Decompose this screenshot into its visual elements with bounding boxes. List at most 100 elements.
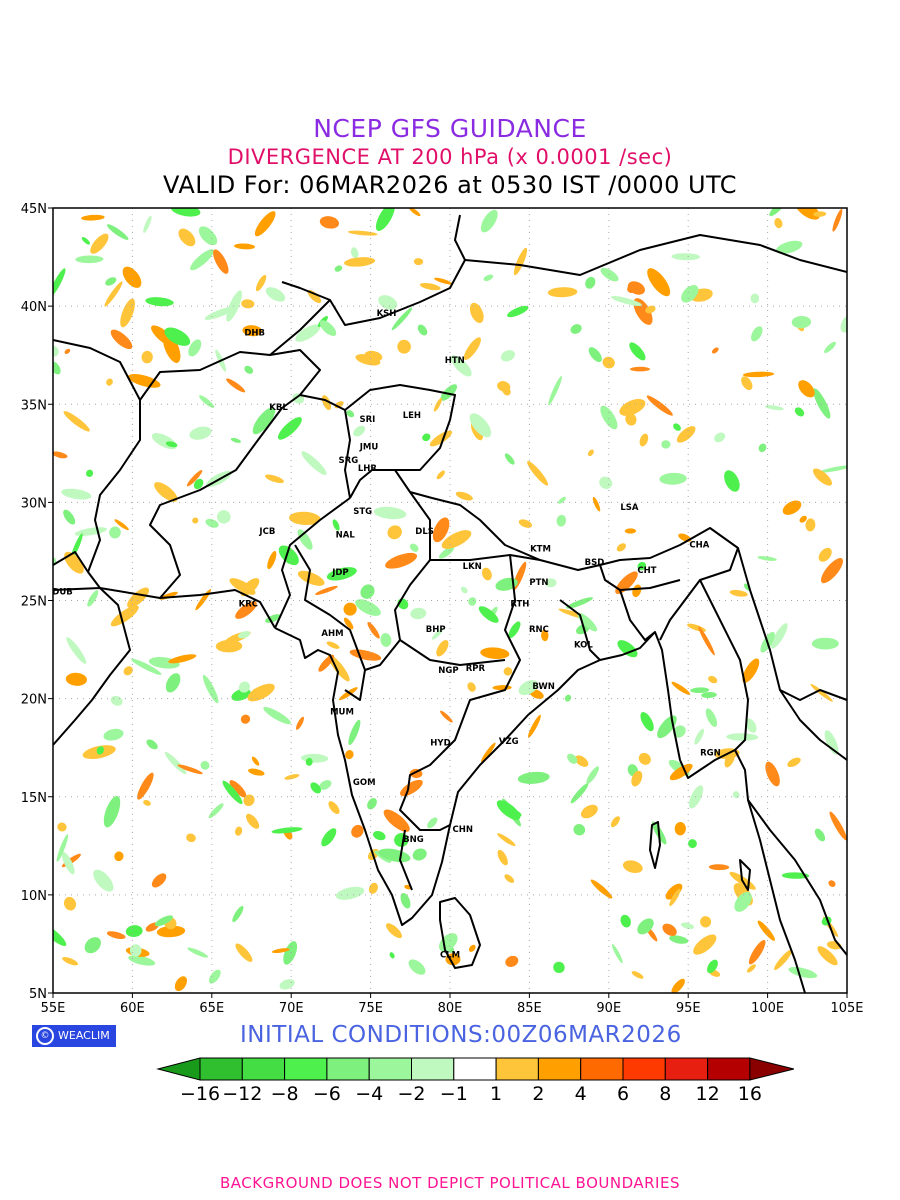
station-mum: MUM — [330, 707, 354, 717]
convergence-patch — [145, 297, 174, 307]
lat-tick-label: 30N — [21, 496, 47, 511]
divergence-patch — [229, 578, 256, 595]
colorbar-label: −8 — [271, 1083, 299, 1105]
convergence-patch — [637, 561, 647, 571]
divergence-patch — [328, 801, 340, 815]
divergence-patch — [156, 925, 186, 938]
divergence-patch — [177, 764, 203, 775]
convergence-patch — [819, 465, 847, 473]
convergence-patch — [378, 848, 411, 863]
station-bsd: BSD — [585, 558, 605, 568]
divergence-patch — [647, 268, 671, 297]
divergence-patch — [646, 395, 673, 416]
divergence-patch — [235, 601, 257, 619]
divergence-patch — [527, 714, 541, 738]
divergence-patch — [504, 874, 515, 883]
station-cha: CHA — [689, 541, 709, 551]
convergence-patch — [564, 694, 572, 702]
convergence-patch — [375, 208, 395, 232]
convergence-patch — [600, 267, 619, 282]
convergence-patch — [553, 961, 565, 974]
convergence-patch — [103, 795, 121, 828]
lat-tick-label: 40N — [21, 300, 47, 315]
divergence-patch — [817, 946, 838, 966]
divergence-patch — [364, 350, 383, 362]
convergence-patch — [688, 785, 704, 809]
divergence-patch — [645, 305, 656, 314]
colorbar-cell — [411, 1057, 455, 1081]
divergence-patch — [383, 809, 410, 832]
convergence-patch — [507, 305, 529, 318]
convergence-patch — [226, 290, 242, 322]
divergence-patch — [413, 258, 424, 266]
convergence-patch — [500, 350, 515, 362]
divergence-patch — [143, 799, 151, 806]
divergence-patch — [243, 794, 255, 807]
chart-subtitle: DIVERGENCE AT 200 hPa (x 0.0001 /sec) — [227, 145, 673, 169]
logo-text: WEACLIM — [58, 1029, 110, 1042]
colorbar-label: 8 — [659, 1083, 671, 1105]
divergence-patch — [195, 589, 212, 611]
convergence-patch — [400, 892, 411, 909]
divergence-patch — [289, 511, 321, 526]
divergence-patch — [669, 888, 681, 907]
colorbar-arrow-left — [156, 1057, 201, 1081]
divergence-patch — [455, 491, 473, 501]
convergence-patch — [586, 766, 600, 784]
divergence-patch — [441, 530, 472, 549]
divergence-patch — [234, 826, 243, 836]
station-gom: GOM — [353, 778, 376, 788]
divergence-patch — [436, 470, 445, 480]
divergence-patch — [469, 302, 484, 324]
divergence-patch — [805, 518, 816, 532]
station-dhb: DHB — [244, 329, 265, 339]
convergence-patch — [109, 526, 121, 539]
divergence-patch — [104, 281, 123, 307]
divergence-patch — [114, 519, 129, 531]
convergence-patch — [66, 637, 87, 664]
divergence-patch — [387, 525, 402, 540]
convergence-patch — [794, 407, 805, 417]
divergence-patch — [774, 949, 793, 971]
convergence-patch — [348, 719, 361, 746]
divergence-patch — [480, 647, 510, 659]
divergence-patch — [345, 750, 354, 760]
convergence-patch — [391, 307, 413, 331]
convergence-patch — [61, 488, 92, 500]
convergence-patch — [620, 914, 631, 928]
divergence-patch — [120, 298, 135, 328]
convergence-patch — [319, 320, 337, 336]
lat-tick-label: 15N — [21, 791, 47, 806]
divergence-patch — [662, 923, 677, 936]
lat-tick-label: 45N — [21, 202, 47, 217]
colorbar-cell — [537, 1057, 582, 1081]
convergence-patch — [508, 621, 521, 639]
lon-tick-label: 55E — [41, 1001, 66, 1016]
convergence-patch — [360, 584, 375, 599]
convergence-patch — [770, 623, 788, 649]
divergence-patch — [813, 211, 827, 217]
convergence-patch — [450, 355, 472, 377]
convergence-patch — [277, 417, 302, 440]
divergence-patch — [226, 378, 246, 393]
divergence-patch — [812, 468, 833, 486]
station-bwn: BWN — [532, 682, 555, 692]
divergence-patch — [676, 426, 696, 443]
divergence-patch — [154, 482, 178, 502]
convergence-patch — [300, 753, 329, 763]
station-ahm: AHM — [321, 629, 343, 639]
lon-tick-label: 85E — [517, 1001, 542, 1016]
divergence-patch — [434, 277, 453, 285]
convergence-patch — [517, 771, 550, 784]
convergence-patch — [469, 413, 492, 438]
station-dub: DUB — [52, 588, 72, 598]
convergence-patch — [600, 405, 618, 430]
convergence-patch — [198, 226, 218, 246]
divergence-patch — [241, 299, 255, 309]
divergence-patch — [64, 551, 84, 574]
convergence-patch — [238, 681, 250, 693]
lon-tick-label: 80E — [438, 1001, 463, 1016]
convergence-patch — [765, 405, 784, 411]
divergence-patch — [574, 755, 589, 767]
station-ktm: KTM — [530, 544, 551, 554]
